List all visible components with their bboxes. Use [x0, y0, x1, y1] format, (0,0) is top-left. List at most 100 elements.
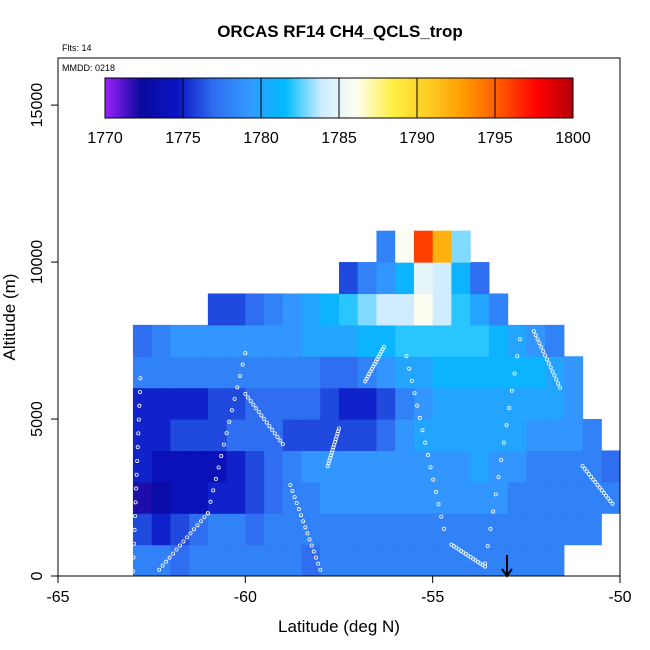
heatmap-cell — [413, 544, 434, 576]
heatmap-cell — [563, 513, 584, 546]
track-point — [417, 415, 422, 420]
heatmap-cell — [376, 544, 396, 576]
heatmap-cell — [507, 419, 527, 452]
heatmap-cell — [132, 450, 153, 483]
track-point — [292, 495, 297, 500]
track-point — [488, 526, 493, 531]
heatmap-cell — [526, 481, 546, 514]
heatmap-cell — [395, 230, 415, 263]
heatmap-cell — [339, 387, 359, 420]
heatmap-cell — [226, 324, 246, 357]
heatmap-cell — [451, 419, 471, 452]
heatmap-cell — [245, 450, 265, 483]
heatmap-cell — [470, 513, 490, 546]
heatmap-cell — [189, 356, 209, 389]
track-point — [208, 499, 213, 504]
heatmap-cell — [264, 387, 284, 420]
heatmap-cell — [526, 387, 546, 420]
heatmap-cell — [170, 544, 190, 576]
heatmap-cell — [432, 450, 452, 483]
heatmap-cell — [413, 262, 434, 295]
heatmap-cell — [301, 387, 321, 420]
heatmap-cell — [189, 513, 209, 546]
heatmap-cell — [545, 419, 565, 452]
heatmap-cell — [395, 356, 415, 389]
heatmap-cell — [151, 513, 171, 546]
track-point — [171, 551, 176, 556]
heatmap-cell — [413, 513, 434, 546]
track-point — [240, 362, 245, 367]
heatmap-cell — [451, 262, 471, 295]
heatmap-cell — [282, 450, 303, 483]
heatmap-cell — [320, 293, 340, 326]
track-point — [167, 555, 172, 560]
heatmap-cell — [132, 419, 153, 452]
track-point — [558, 385, 563, 390]
plot-frame — [57, 57, 621, 577]
heatmap-cell — [207, 356, 228, 389]
heatmap-cell — [320, 387, 340, 420]
track-point — [132, 527, 137, 532]
track-point — [131, 555, 136, 560]
y-tick-label: 10000 — [29, 240, 46, 285]
heatmap-cell — [301, 356, 321, 389]
track-point — [227, 419, 232, 424]
track-point — [243, 391, 248, 396]
track-point — [280, 442, 285, 447]
heatmap-cell — [301, 324, 321, 357]
heatmap-cell — [320, 481, 340, 514]
heatmap-cell — [151, 481, 171, 514]
track-point — [336, 426, 341, 431]
heatmap-cell — [245, 324, 265, 357]
heatmap-cell — [488, 324, 509, 357]
track-point — [541, 349, 546, 354]
heatmap-cell — [226, 513, 246, 546]
heatmap-cell — [282, 419, 303, 452]
track-point — [133, 500, 138, 505]
heatmap-cell — [170, 481, 190, 514]
heatmap-cell — [526, 419, 546, 452]
colorbar-tick-label: 1770 — [87, 130, 123, 147]
heatmap-cell — [376, 419, 396, 452]
heatmap-cell — [451, 324, 471, 357]
heatmap-cell — [226, 450, 246, 483]
track-point — [157, 567, 162, 572]
heatmap-cell — [413, 419, 434, 452]
track-point — [311, 549, 316, 554]
heatmap-cell — [207, 419, 228, 452]
heatmap-cell — [357, 262, 378, 295]
heatmap-cell — [226, 419, 246, 452]
track-point — [137, 403, 142, 408]
heatmap-cell — [170, 419, 190, 452]
track-point — [224, 431, 229, 436]
heatmap-cell — [282, 513, 303, 546]
heatmap-cell — [170, 513, 190, 546]
heatmap-cell — [170, 324, 190, 357]
heatmap-cell — [151, 387, 171, 420]
heatmap-cell — [395, 513, 415, 546]
y-tick-label: 0 — [29, 571, 46, 580]
track-point — [135, 458, 140, 463]
heatmap-cell — [264, 293, 284, 326]
track-point — [134, 472, 139, 477]
x-tick-label: -55 — [421, 589, 444, 606]
track-point — [198, 519, 203, 524]
track-point — [591, 477, 596, 482]
colorbar-tick-label: 1790 — [399, 130, 435, 147]
heatmap-cell — [413, 387, 434, 420]
y-tick-label: 15000 — [29, 83, 46, 128]
heatmap-cell — [488, 481, 509, 514]
heatmap-cell — [395, 262, 415, 295]
track-point — [428, 465, 433, 470]
heatmap-cell — [413, 356, 434, 389]
heatmap-cell — [339, 544, 359, 576]
track-point — [272, 431, 277, 436]
track-point — [229, 408, 234, 413]
track-point — [134, 486, 139, 491]
track-point — [595, 482, 600, 487]
track-point — [533, 333, 538, 338]
heatmap-cell — [470, 419, 490, 452]
y-axis-ticks: 0 5000 10000 15000 — [29, 83, 58, 580]
y-tick-label: 5000 — [29, 401, 46, 437]
track-point — [294, 501, 299, 506]
